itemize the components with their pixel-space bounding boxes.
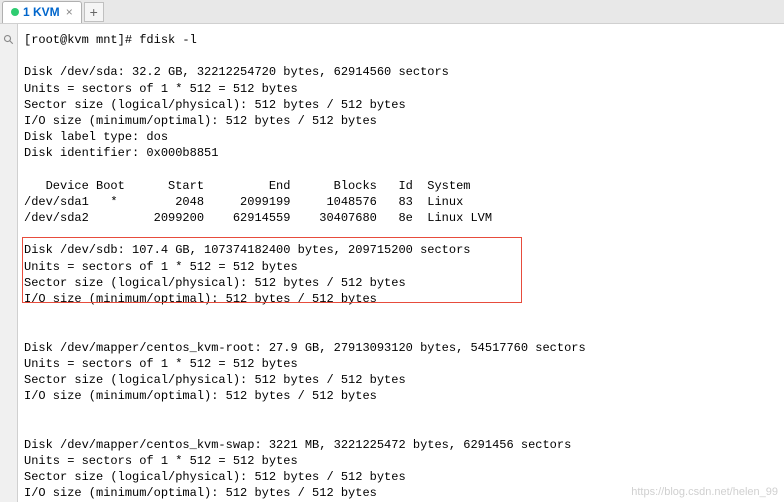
units-line: Units = sectors of 1 * 512 = 512 bytes: [24, 260, 298, 274]
io-size-line: I/O size (minimum/optimal): 512 bytes / …: [24, 114, 377, 128]
sector-size-line: Sector size (logical/physical): 512 byte…: [24, 470, 406, 484]
add-tab-button[interactable]: +: [84, 2, 104, 22]
sidebar: [0, 24, 18, 502]
sda-header: Disk /dev/sda: 32.2 GB, 32212254720 byte…: [24, 65, 449, 79]
partition-table-header: Device Boot Start End Blocks Id System: [24, 179, 470, 193]
identifier-line: Disk identifier: 0x000b8851: [24, 146, 218, 160]
root-header: Disk /dev/mapper/centos_kvm-root: 27.9 G…: [24, 341, 586, 355]
sector-size-line: Sector size (logical/physical): 512 byte…: [24, 373, 406, 387]
tab-kvm[interactable]: 1 KVM ×: [2, 1, 82, 23]
sector-size-line: Sector size (logical/physical): 512 byte…: [24, 276, 406, 290]
io-size-line: I/O size (minimum/optimal): 512 bytes / …: [24, 486, 377, 500]
units-line: Units = sectors of 1 * 512 = 512 bytes: [24, 454, 298, 468]
io-size-line: I/O size (minimum/optimal): 512 bytes / …: [24, 389, 377, 403]
label-type-line: Disk label type: dos: [24, 130, 168, 144]
table-row: /dev/sda1 * 2048 2099199 1048576 83 Linu…: [24, 195, 463, 209]
units-line: Units = sectors of 1 * 512 = 512 bytes: [24, 82, 298, 96]
watermark-text: https://blog.csdn.net/helen_99: [631, 486, 778, 498]
sector-size-line: Sector size (logical/physical): 512 byte…: [24, 98, 406, 112]
units-line: Units = sectors of 1 * 512 = 512 bytes: [24, 357, 298, 371]
swap-header: Disk /dev/mapper/centos_kvm-swap: 3221 M…: [24, 438, 571, 452]
io-size-line: I/O size (minimum/optimal): 512 bytes / …: [24, 292, 377, 306]
tab-label: 1 KVM: [23, 5, 60, 19]
prompt-line: [root@kvm mnt]# fdisk -l: [24, 33, 197, 47]
sdb-header: Disk /dev/sdb: 107.4 GB, 107374182400 by…: [24, 243, 470, 257]
close-icon[interactable]: ×: [66, 5, 73, 19]
status-dot-icon: [11, 8, 19, 16]
tab-bar: 1 KVM × +: [0, 0, 784, 24]
search-icon[interactable]: [3, 34, 15, 46]
terminal-output: [root@kvm mnt]# fdisk -l Disk /dev/sda: …: [18, 24, 784, 502]
table-row: /dev/sda2 2099200 62914559 30407680 8e L…: [24, 211, 492, 225]
